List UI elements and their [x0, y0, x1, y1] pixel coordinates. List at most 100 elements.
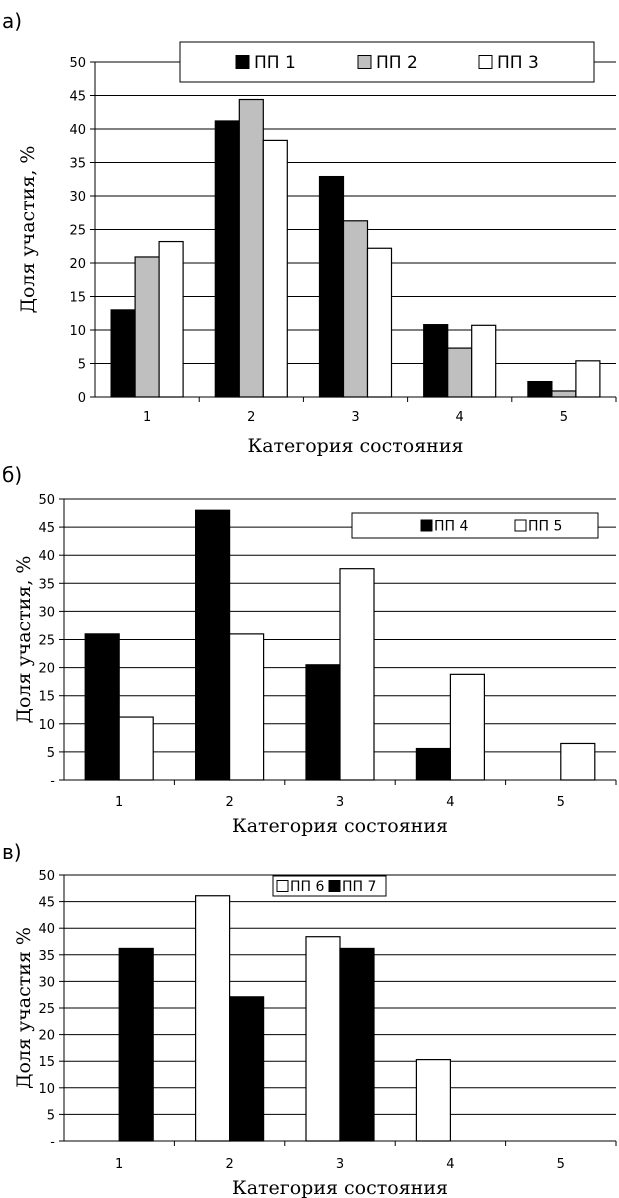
y-axis-title: Доля участия, %	[17, 146, 39, 314]
legend-swatch	[328, 880, 341, 892]
y-tick-label: 15	[38, 690, 55, 705]
bar-ПП6-cat3	[305, 936, 341, 1142]
legend-box	[351, 512, 599, 539]
legend: ПП 4 ПП 5	[351, 512, 599, 539]
y-tick-label: 15	[69, 291, 86, 306]
bar-ПП6-cat4	[415, 1059, 451, 1142]
x-axis-title: Категория состояния	[232, 1177, 448, 1198]
bar-ПП2-cat3	[342, 220, 369, 398]
x-tick-label: 5	[557, 795, 565, 810]
x-tick-label: 3	[351, 410, 359, 425]
x-axis-title: Категория состояния	[232, 815, 448, 837]
legend-label: ПП 2	[376, 53, 418, 73]
x-tick-label: 4	[446, 1157, 454, 1172]
bar-ПП1-cat2	[214, 120, 240, 398]
bar-ПП2-cat5	[551, 390, 577, 398]
bar-ПП5-cat1	[118, 716, 154, 781]
y-tick-label: 50	[38, 493, 55, 508]
bar-ПП7-cat3	[339, 947, 375, 1142]
bar-ПП2-cat4	[447, 347, 473, 398]
x-tick-label: 1	[115, 795, 123, 810]
y-tick-label: 45	[38, 896, 55, 911]
y-tick-label: 15	[38, 1055, 55, 1070]
y-tick-label: -	[50, 1135, 55, 1150]
y-tick-label: 30	[38, 605, 55, 620]
panel-label: б)	[2, 463, 22, 487]
y-tick-label: 45	[38, 521, 55, 536]
y-axis-title: Доля участия %	[13, 927, 35, 1089]
bar-ПП1-cat1	[110, 309, 136, 398]
legend: ПП 1 ПП 2 ПП 3	[179, 41, 595, 83]
bar-ПП3-cat5	[575, 360, 601, 398]
bar-ПП1-cat5	[527, 380, 553, 398]
legend-label: ПП 1	[254, 53, 296, 73]
bar-ПП3-cat2	[262, 139, 288, 398]
legend-label: ПП 7	[342, 879, 376, 895]
legend-swatch	[235, 55, 250, 69]
y-tick-label: 5	[47, 1108, 55, 1123]
y-tick-label: 0	[78, 391, 86, 406]
y-tick-label: 5	[47, 746, 55, 761]
legend: ПП 6 ПП 7	[272, 875, 387, 897]
y-tick-label: 40	[38, 549, 55, 564]
y-tick-label: 40	[69, 123, 86, 138]
x-tick-label: 2	[247, 410, 255, 425]
y-tick-label: 50	[38, 869, 55, 884]
y-tick-label: 10	[69, 324, 86, 339]
x-tick-label: 5	[557, 1157, 565, 1172]
bar-ПП5-cat3	[339, 568, 375, 781]
bar-ПП5-cat5	[560, 742, 596, 781]
y-tick-label: 50	[69, 56, 86, 71]
y-tick-label: -	[50, 774, 55, 789]
y-tick-label: 25	[38, 1002, 55, 1017]
bar-ПП6-cat2	[195, 895, 231, 1142]
legend-label: ПП 4	[434, 519, 469, 535]
y-tick-label: 25	[38, 634, 55, 649]
bar-ПП5-cat2	[229, 633, 265, 781]
x-tick-label: 4	[456, 410, 464, 425]
x-tick-label: 2	[225, 1157, 233, 1172]
x-tick-label: 4	[446, 795, 454, 810]
legend-label: ПП 5	[528, 519, 562, 535]
y-tick-label: 25	[69, 224, 86, 239]
legend-swatch	[357, 55, 372, 69]
x-tick-label: 1	[115, 1157, 123, 1172]
legend-label: ПП 3	[497, 53, 539, 73]
y-tick-label: 35	[38, 577, 55, 592]
y-tick-label: 40	[38, 922, 55, 937]
panel-label: а)	[2, 9, 22, 33]
x-tick-label: 3	[336, 795, 344, 810]
bar-ПП4-cat4	[415, 747, 451, 781]
x-tick-label: 2	[225, 795, 233, 810]
bar-ПП1-cat3	[318, 175, 345, 398]
y-tick-label: 20	[38, 1029, 55, 1044]
bar-ПП3-cat4	[471, 324, 497, 398]
bar-ПП4-cat3	[305, 664, 341, 781]
bar-ПП3-cat1	[158, 240, 184, 398]
legend-swatch	[478, 55, 493, 69]
y-tick-label: 35	[38, 949, 55, 964]
y-tick-label: 20	[38, 662, 55, 677]
y-tick-label: 30	[69, 190, 86, 205]
bar-ПП3-cat3	[366, 247, 393, 398]
x-tick-label: 1	[143, 410, 151, 425]
bar-ПП2-cat2	[238, 98, 264, 398]
bar-ПП4-cat2	[195, 509, 231, 781]
x-axis-title: Категория состояния	[247, 435, 463, 457]
y-tick-label: 35	[69, 157, 86, 172]
y-tick-label: 10	[38, 1082, 55, 1097]
bar-ПП2-cat1	[134, 256, 160, 398]
bar-ПП1-cat4	[423, 324, 449, 398]
bar-ПП4-cat1	[84, 633, 120, 781]
bar-ПП5-cat4	[449, 673, 485, 781]
legend-swatch	[514, 519, 527, 532]
x-tick-label: 3	[336, 1157, 344, 1172]
y-tick-label: 5	[78, 358, 86, 373]
panel-label: в)	[2, 840, 22, 864]
x-tick-label: 5	[560, 410, 568, 425]
legend-swatch	[420, 519, 433, 532]
